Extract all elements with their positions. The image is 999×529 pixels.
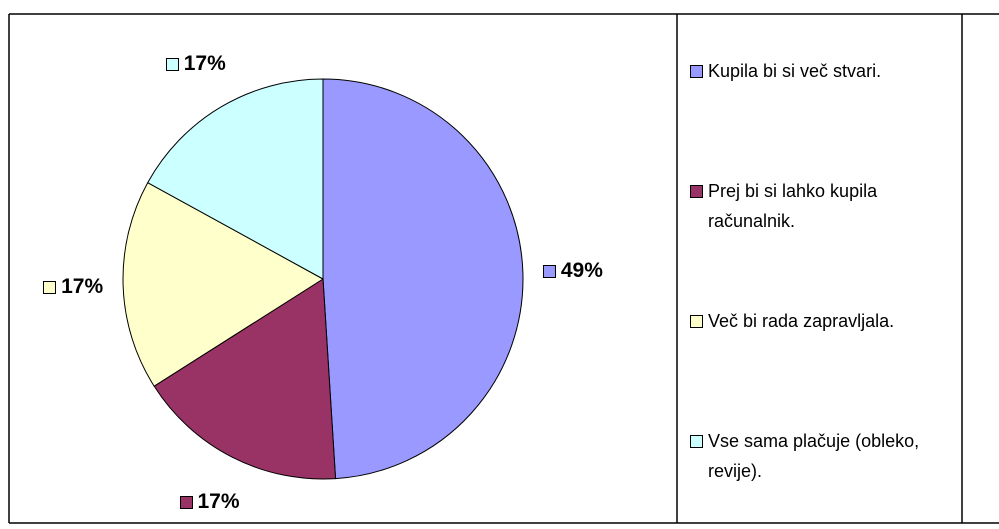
legend-swatch bbox=[690, 315, 703, 328]
legend-text: Kupila bi si več stvari. bbox=[708, 61, 882, 81]
data-label: 49% bbox=[542, 259, 603, 283]
label-swatch bbox=[179, 495, 193, 509]
legend-text: Več bi rada zapravljala. bbox=[708, 311, 895, 331]
legend-item: Kupila bi si več stvari. bbox=[690, 56, 960, 86]
legend-swatch bbox=[690, 185, 703, 198]
label-swatch bbox=[542, 265, 556, 279]
data-label-text: 17% bbox=[197, 489, 240, 513]
label-swatch bbox=[43, 280, 57, 294]
label-swatch bbox=[165, 57, 179, 71]
pie-slice bbox=[122, 181, 324, 387]
frame bbox=[8, 13, 999, 524]
data-label: 17% bbox=[43, 275, 103, 299]
pie-slice bbox=[322, 78, 524, 480]
data-label: 17% bbox=[179, 489, 240, 514]
legend-item: Prej bi si lahko kupila računalnik. bbox=[690, 176, 960, 236]
legend-item: Več bi rada zapravljala. bbox=[690, 306, 960, 336]
legend-text: Prej bi si lahko kupila računalnik. bbox=[708, 181, 878, 231]
data-label-text: 49% bbox=[560, 259, 603, 283]
legend-swatch bbox=[690, 435, 703, 448]
legend-text: Vse sama plačuje (obleko, revije). bbox=[708, 431, 920, 481]
data-label-text: 17% bbox=[183, 51, 226, 75]
legend-swatch bbox=[690, 65, 703, 78]
data-label-text: 17% bbox=[61, 274, 104, 298]
pie-slice bbox=[153, 278, 337, 480]
legend-item: Vse sama plačuje (obleko, revije). bbox=[690, 426, 960, 486]
pie-slice bbox=[147, 78, 324, 280]
data-label: 17% bbox=[165, 51, 226, 76]
